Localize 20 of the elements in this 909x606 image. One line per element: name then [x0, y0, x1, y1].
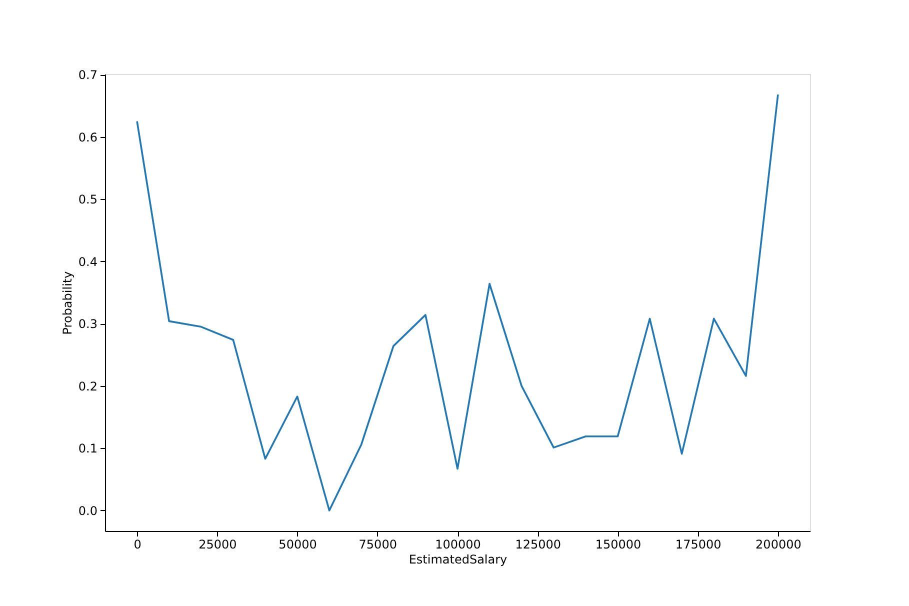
- y-tick-label: 0.0: [78, 504, 98, 518]
- y-tick-label: 0.2: [78, 379, 98, 394]
- y-axis-title: Probability: [60, 271, 74, 335]
- y-tick-label: 0.4: [78, 254, 98, 269]
- x-axis-title: EstimatedSalary: [408, 552, 508, 566]
- y-tick-label: 0.3: [78, 317, 98, 332]
- x-tick-label: 125000: [515, 538, 562, 552]
- x-tick-label: 50000: [278, 538, 317, 552]
- y-tick-label: 0.6: [78, 130, 98, 144]
- x-tick-label: 175000: [675, 538, 722, 552]
- y-tick-label: 0.5: [78, 192, 98, 207]
- x-tick-label: 0: [134, 538, 142, 552]
- x-tick-label: 75000: [358, 538, 397, 552]
- x-tick-label: 150000: [595, 538, 642, 552]
- y-tick-label: 0.1: [78, 442, 98, 456]
- y-tick-label: 0.7: [78, 68, 98, 82]
- x-tick-label: 25000: [198, 538, 237, 552]
- x-tick-label: 200000: [756, 538, 802, 552]
- line-series: [136, 94, 779, 512]
- x-tick-label: 100000: [435, 538, 481, 552]
